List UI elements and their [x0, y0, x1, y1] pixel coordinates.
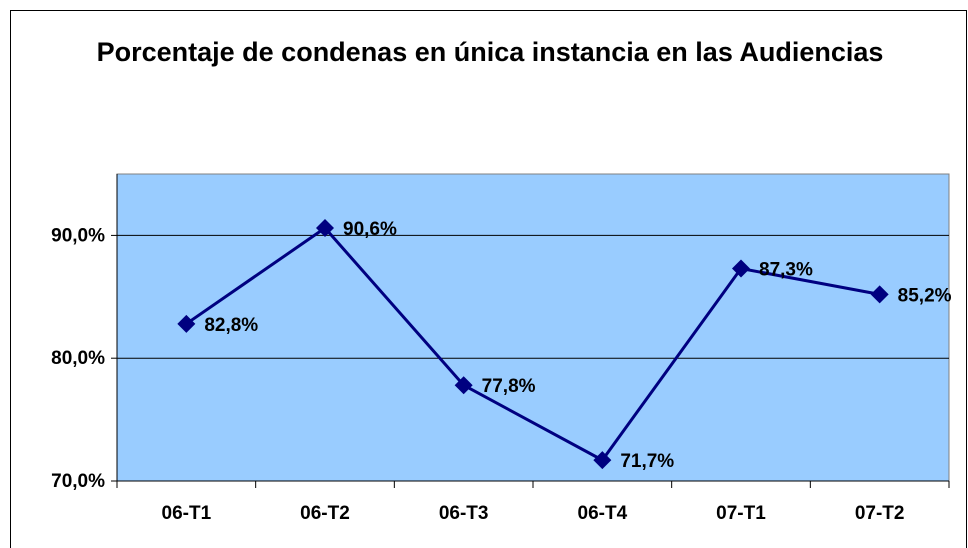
data-point	[732, 259, 750, 278]
data-label: 71,7%	[620, 451, 674, 472]
data-label: 87,3%	[759, 260, 813, 281]
y-tick-label: 80,0%	[51, 348, 105, 369]
y-tick-label: 70,0%	[51, 471, 105, 492]
data-label: 85,2%	[898, 285, 952, 306]
x-tick-label: 06-T1	[162, 503, 212, 524]
data-point	[177, 314, 196, 333]
y-tick-label: 90,0%	[51, 225, 105, 246]
chart-title: Porcentaje de condenas en única instanci…	[96, 37, 884, 67]
data-point	[870, 285, 889, 304]
plot-area	[116, 173, 950, 482]
data-label: 82,8%	[204, 315, 258, 336]
x-tick-label: 07-T1	[716, 503, 766, 524]
data-point	[316, 219, 334, 238]
data-label: 77,8%	[482, 376, 536, 397]
x-tick-label: 06-T2	[300, 503, 350, 524]
x-tick-label: 07-T2	[855, 503, 905, 524]
data-point	[454, 376, 473, 395]
data-label: 90,6%	[343, 219, 397, 240]
data-point	[593, 451, 612, 470]
data-line	[185, 226, 880, 463]
x-tick-label: 06-T3	[439, 503, 489, 524]
x-tick-label: 06-T4	[578, 503, 628, 524]
